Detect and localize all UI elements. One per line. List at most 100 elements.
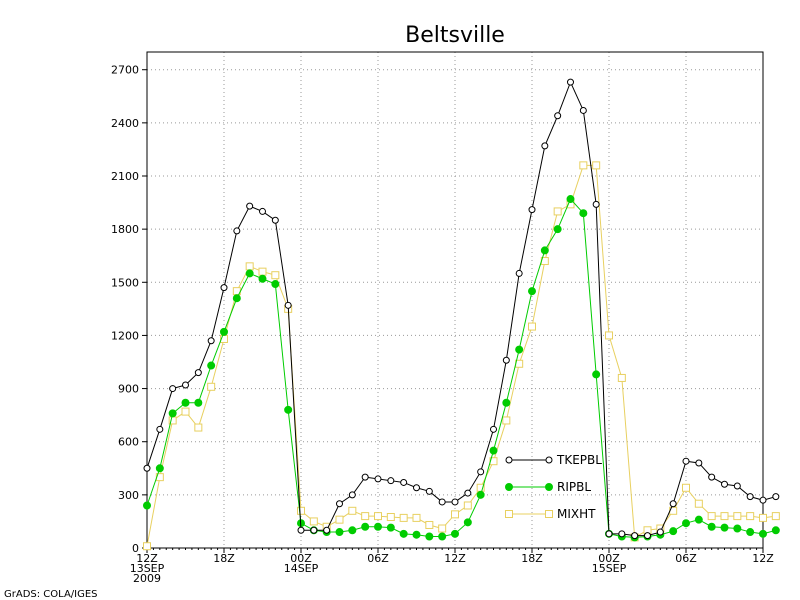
data-point [258,274,267,283]
data-point [720,523,729,532]
data-point [425,520,434,529]
data-point [515,345,524,354]
series-layer [143,78,780,551]
series-ripbl [143,195,780,542]
x-tick-label: 14SEP [284,562,319,575]
data-point [502,356,510,364]
y-tick-label: 1500 [111,276,139,289]
data-point [297,506,305,515]
data-point [771,512,780,521]
data-point [707,512,716,521]
x-tick-label: 13SEP [130,562,165,575]
data-point [528,206,536,214]
chart-title: Beltsville [405,23,505,48]
data-point [323,526,331,534]
data-point [669,500,677,508]
data-point [156,425,164,433]
data-point [695,459,703,467]
data-point [553,225,562,234]
series-line [146,198,776,538]
data-point [361,512,370,521]
x-tick-label: 18Z [521,552,543,565]
legend-label: MIXHT [557,507,596,521]
y-tick-label: 0 [132,542,139,555]
y-tick-label: 300 [118,489,139,502]
y-tick-label: 2100 [111,170,139,183]
legend-marker [545,483,553,491]
data-point [245,269,254,278]
data-point [772,493,780,501]
data-point [143,542,151,551]
data-point [309,517,318,526]
series-line [146,80,776,537]
data-point [771,526,780,535]
data-point [477,468,485,476]
y-tick-label: 600 [118,436,139,449]
legend-marker [505,456,513,464]
data-point [412,530,421,539]
y-tick-label: 1800 [111,223,139,236]
data-point [258,267,267,276]
legend-marker [545,510,553,518]
x-tick-label: 00Z [290,552,312,565]
x-tick-label: 06Z [675,552,697,565]
data-point [425,487,433,495]
series-tkepbl [143,78,780,540]
data-point [694,499,703,508]
data-point [284,301,292,309]
data-point [451,510,459,519]
data-point [246,202,254,210]
data-point [682,483,690,492]
data-point [181,398,190,407]
data-point [463,518,472,527]
data-point [489,446,498,455]
data-point [399,529,408,538]
data-point [567,78,574,86]
data-point [463,501,472,510]
data-point [168,409,177,418]
data-point [207,361,216,370]
data-point [348,526,357,535]
data-point [335,528,344,537]
x-tick-label: 2009 [133,572,161,585]
data-point [412,513,421,522]
data-point [644,532,651,540]
data-point [207,337,215,345]
data-point [220,327,228,336]
series-mixht [143,161,780,551]
data-point [579,161,588,170]
x-tick-label: 18Z [213,552,235,565]
data-point [733,524,742,533]
data-point [169,385,177,393]
data-point [386,523,395,532]
data-point [143,464,151,472]
data-point [207,382,216,391]
data-point [490,425,497,433]
data-point [194,398,203,407]
grid [147,52,763,548]
data-point [682,457,690,465]
data-point [502,416,511,425]
data-point [554,112,562,120]
data-point [297,526,305,534]
data-point [310,526,318,534]
data-point [759,513,767,522]
y-tick-label: 1200 [111,329,139,342]
data-point [528,322,536,331]
data-point [708,473,716,481]
data-point [143,501,151,510]
x-tick-label: 12Z [752,552,774,565]
data-point [682,519,690,528]
x-tick-label: 06Z [367,552,389,565]
y-tick-label: 900 [118,383,139,396]
data-point [259,207,266,215]
data-point [361,473,369,481]
data-point [194,423,203,432]
data-point [451,498,459,506]
data-point [451,529,459,538]
data-point [336,500,343,508]
data-point [553,207,562,216]
data-point [155,464,164,473]
